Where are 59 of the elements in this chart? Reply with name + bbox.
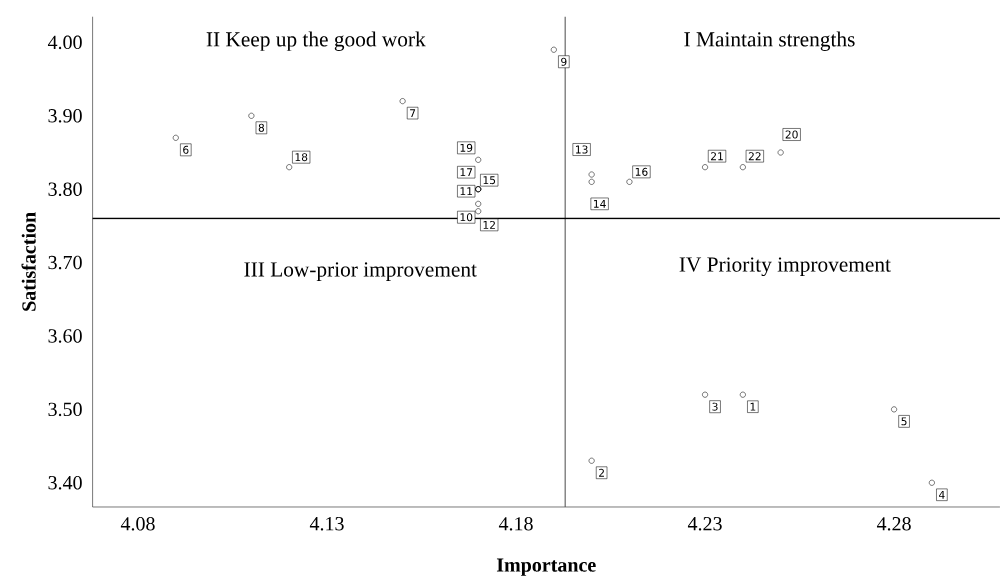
annotation: 22 bbox=[748, 152, 761, 161]
y-axis-title: Satisfaction bbox=[21, 212, 36, 311]
y-tick-label: 3.70 bbox=[48, 255, 82, 270]
annotation: 20 bbox=[785, 130, 798, 139]
annotation: 6 bbox=[183, 145, 189, 154]
y-tick-label: 3.50 bbox=[48, 402, 82, 417]
annotation: I Maintain strengths bbox=[684, 31, 855, 51]
point bbox=[475, 156, 482, 163]
y-tick-label: 3.90 bbox=[48, 109, 82, 123]
x-tick-label: 4.23 bbox=[687, 517, 722, 531]
annotation: 14 bbox=[594, 199, 606, 208]
annotation: 1 bbox=[750, 402, 756, 411]
annotation: 8 bbox=[258, 123, 265, 132]
point bbox=[286, 164, 293, 171]
point bbox=[777, 149, 784, 156]
y-tick-label: 3.40 bbox=[48, 475, 82, 490]
point bbox=[399, 98, 406, 105]
point bbox=[702, 391, 708, 398]
x-axis-title: Importance bbox=[496, 558, 596, 576]
annotation: 9 bbox=[561, 57, 567, 66]
point bbox=[248, 112, 255, 119]
annotation: 16 bbox=[635, 167, 648, 176]
point bbox=[588, 457, 595, 464]
annotation: 19 bbox=[460, 143, 473, 152]
point bbox=[588, 178, 595, 185]
y-tick-label: 3.60 bbox=[48, 329, 82, 343]
point bbox=[928, 479, 935, 486]
point bbox=[739, 391, 746, 398]
point bbox=[172, 134, 179, 141]
y-tick-label: 3.80 bbox=[48, 182, 82, 196]
point bbox=[550, 46, 557, 53]
point bbox=[588, 171, 595, 178]
annotation: II Keep up the good work bbox=[206, 31, 426, 51]
point bbox=[626, 178, 633, 185]
x-tick-label: 4.18 bbox=[498, 517, 533, 531]
annotation: 21 bbox=[711, 152, 723, 161]
point bbox=[702, 164, 708, 171]
point bbox=[475, 208, 482, 215]
annotation: 17 bbox=[460, 168, 473, 177]
annotation: 5 bbox=[901, 417, 907, 426]
x-tick-label: 4.08 bbox=[120, 517, 155, 531]
annotation: 7 bbox=[410, 109, 416, 118]
annotation: 12 bbox=[483, 220, 495, 229]
annotation: 2 bbox=[599, 468, 604, 477]
x-tick-label: 4.13 bbox=[309, 517, 344, 531]
point bbox=[475, 200, 482, 207]
annotation: 18 bbox=[295, 153, 308, 162]
x-tick-label: 4.28 bbox=[876, 517, 911, 531]
annotation: 15 bbox=[483, 176, 496, 185]
annotation: 3 bbox=[712, 402, 718, 411]
point bbox=[891, 406, 898, 413]
annotation: 13 bbox=[576, 145, 588, 154]
annotation: IV Priority improvement bbox=[679, 257, 891, 277]
point bbox=[739, 164, 746, 171]
annotation: 4 bbox=[939, 490, 945, 499]
y-tick-label: 4.00 bbox=[47, 35, 82, 50]
annotation: 10 bbox=[460, 213, 473, 222]
annotation: III Low-prior improvement bbox=[244, 262, 477, 281]
annotation: 11 bbox=[460, 187, 473, 196]
